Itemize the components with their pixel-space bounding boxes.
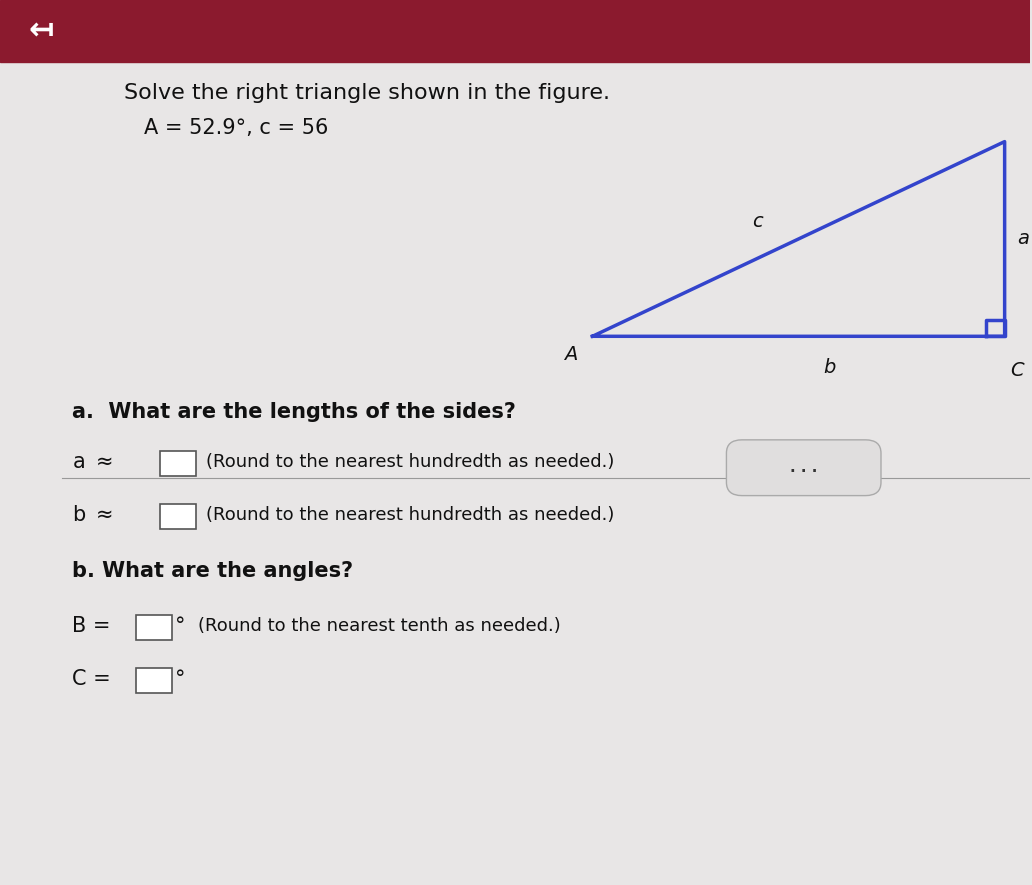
Text: b $\approx$: b $\approx$ xyxy=(72,505,114,525)
Text: a $\approx$: a $\approx$ xyxy=(72,452,112,472)
Text: C =: C = xyxy=(72,669,110,689)
Bar xyxy=(0,0,1030,62)
Text: a: a xyxy=(1017,229,1029,249)
Text: Solve the right triangle shown in the figure.: Solve the right triangle shown in the fi… xyxy=(124,83,610,103)
Text: A = 52.9°, c = 56: A = 52.9°, c = 56 xyxy=(144,119,328,138)
Text: A: A xyxy=(563,345,577,364)
Text: (Round to the nearest tenth as needed.): (Round to the nearest tenth as needed.) xyxy=(198,617,560,635)
Text: a.  What are the lengths of the sides?: a. What are the lengths of the sides? xyxy=(72,402,516,421)
FancyBboxPatch shape xyxy=(727,440,881,496)
Text: . . .: . . . xyxy=(791,460,817,474)
FancyBboxPatch shape xyxy=(136,668,172,693)
FancyBboxPatch shape xyxy=(160,504,196,529)
Text: c: c xyxy=(752,212,763,231)
Text: (Round to the nearest hundredth as needed.): (Round to the nearest hundredth as neede… xyxy=(206,506,614,524)
Text: °: ° xyxy=(175,669,186,689)
Text: B =: B = xyxy=(72,616,110,635)
Text: b. What are the angles?: b. What are the angles? xyxy=(72,561,353,581)
Text: ↤: ↤ xyxy=(29,17,54,45)
Text: (Round to the nearest hundredth as needed.): (Round to the nearest hundredth as neede… xyxy=(206,453,614,471)
Text: °: ° xyxy=(175,616,186,635)
Text: C: C xyxy=(1009,361,1024,380)
Text: b: b xyxy=(824,358,836,377)
FancyBboxPatch shape xyxy=(160,451,196,476)
FancyBboxPatch shape xyxy=(136,615,172,640)
